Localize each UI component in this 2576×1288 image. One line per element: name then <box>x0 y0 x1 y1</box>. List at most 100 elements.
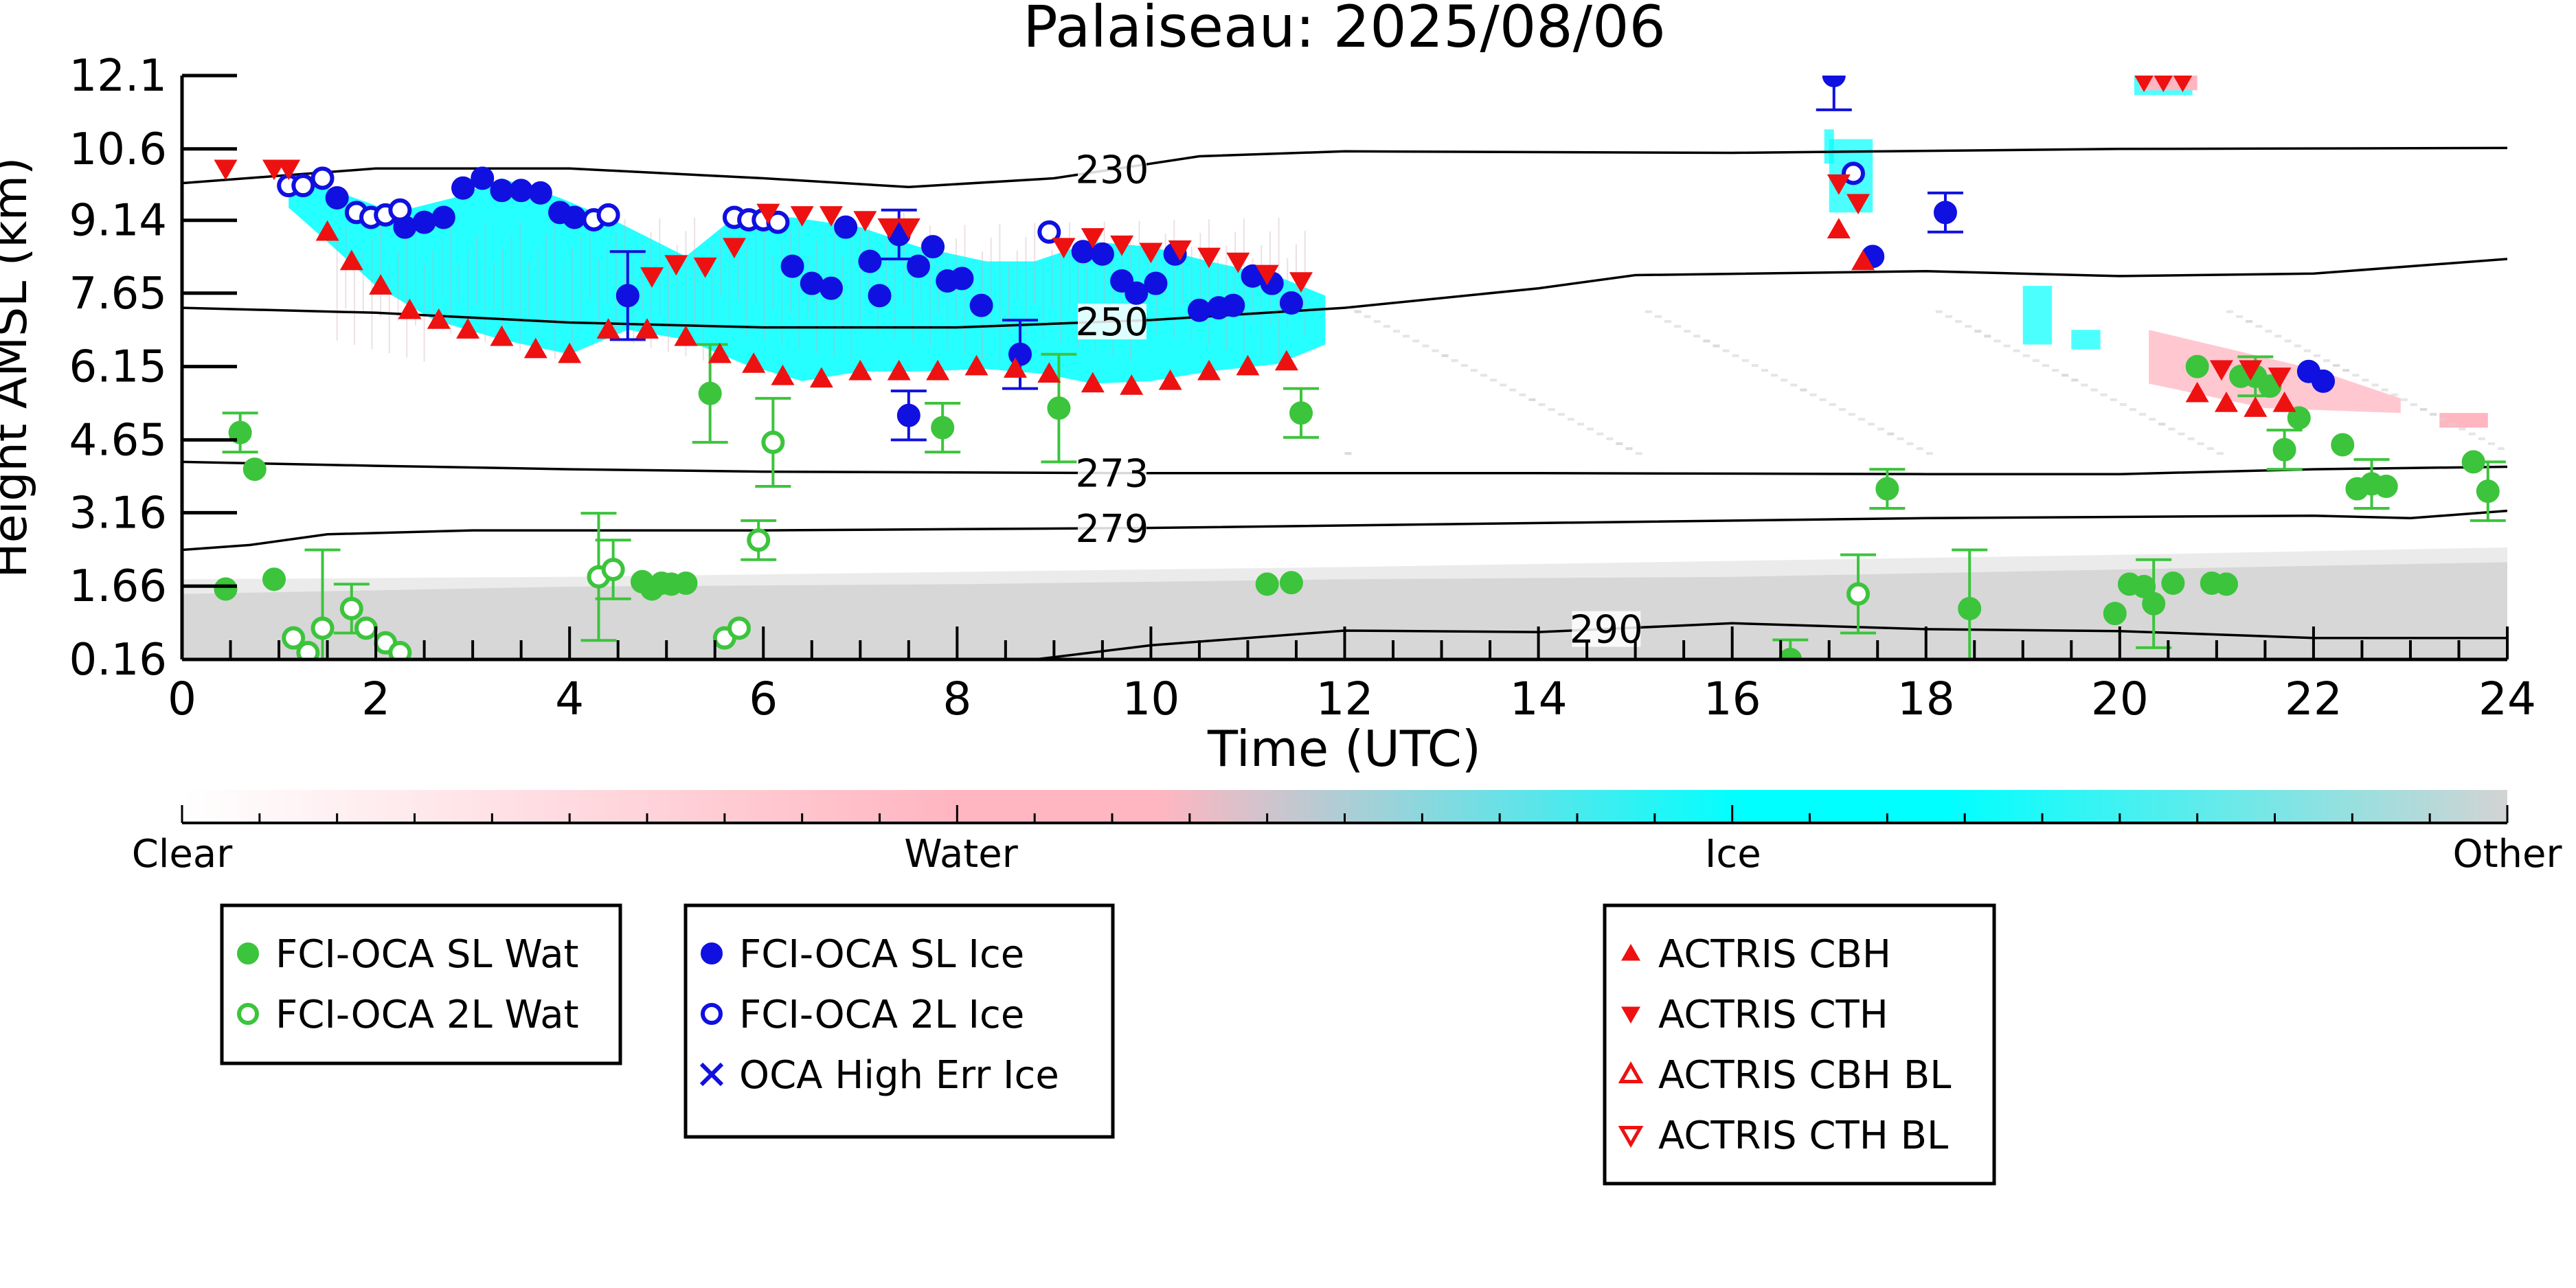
legend-label: FCI-OCA SL Ice <box>739 932 1024 977</box>
colorbar-label: Other <box>2452 832 2562 877</box>
data-point <box>296 641 320 659</box>
series-fci-oca-2l-wat <box>282 396 1877 659</box>
data-point <box>1037 362 1061 383</box>
data-point <box>896 218 920 239</box>
isotherm-label: 279 <box>1076 507 1149 552</box>
data-point <box>2272 391 2296 412</box>
data-point <box>1158 369 1182 390</box>
data-point <box>1037 220 1061 244</box>
data-point <box>1274 350 1298 371</box>
data-point <box>354 616 378 640</box>
x-tick-label: 18 <box>1897 673 1955 725</box>
isotherm-line <box>182 146 2507 189</box>
data-point <box>388 641 412 659</box>
data-point <box>756 203 780 225</box>
x-tick-label: 6 <box>749 673 778 725</box>
data-point <box>2244 396 2268 417</box>
data-point <box>674 571 698 595</box>
series-fci-oca-sl-ice <box>325 76 2336 442</box>
legend-label: ACTRIS CTH <box>1658 993 1888 1037</box>
data-point <box>456 318 480 339</box>
data-point <box>790 206 814 227</box>
data-point <box>1120 374 1144 395</box>
data-point <box>1841 161 1865 185</box>
data-point <box>1008 342 1032 366</box>
y-tick-label: 10.6 <box>69 124 168 175</box>
cloud-mask-layer <box>182 76 2507 659</box>
data-point <box>1255 264 1279 286</box>
data-point <box>388 198 412 222</box>
data-point <box>1226 252 1250 273</box>
series-layer <box>214 76 2506 659</box>
data-point <box>615 284 640 308</box>
data-point <box>819 206 843 227</box>
data-point <box>490 325 514 346</box>
data-point <box>698 381 722 405</box>
colorbar: Clear Water Ice Other <box>132 790 2562 877</box>
data-point <box>722 238 746 259</box>
data-point <box>906 254 930 278</box>
legend-marker <box>237 1003 259 1025</box>
data-point <box>1851 249 1875 271</box>
legend-label: ACTRIS CTH BL <box>1658 1114 1948 1158</box>
legend-marker <box>1621 944 1640 961</box>
data-point <box>931 416 955 440</box>
data-point <box>2214 391 2238 412</box>
data-point <box>800 271 824 295</box>
data-point <box>1081 372 1105 393</box>
data-point <box>310 166 335 190</box>
legend-marker <box>1621 1006 1640 1024</box>
data-point <box>1933 201 1957 225</box>
data-point <box>674 325 698 346</box>
legend-frame <box>683 903 1115 1139</box>
data-point <box>742 352 766 373</box>
y-tick-label: 12.1 <box>69 51 168 102</box>
legend-marker <box>699 1062 724 1087</box>
x-tick-label: 4 <box>555 673 584 725</box>
data-point <box>2142 591 2166 615</box>
data-point <box>1197 359 1221 381</box>
legend-frame <box>1603 903 1996 1186</box>
data-point <box>921 235 945 259</box>
cloud-mask-texture <box>336 212 1306 364</box>
isotherm-layer: 230 250 273 279 290 <box>182 146 2507 659</box>
cloud-mask-ice <box>2022 286 2053 345</box>
y-tick-label: 4.65 <box>69 415 168 466</box>
data-point <box>727 616 751 640</box>
data-point <box>1125 281 1149 305</box>
legend-marker <box>1618 1061 1644 1083</box>
data-point <box>2214 572 2238 596</box>
data-point <box>291 174 315 198</box>
data-point <box>558 342 582 363</box>
data-point <box>2476 479 2500 504</box>
cloud-mask-water <box>2439 413 2488 428</box>
y-tick-label: 6.15 <box>69 342 168 393</box>
data-point <box>969 293 993 317</box>
data-point <box>708 342 732 363</box>
x-tick-label: 12 <box>1316 673 1374 725</box>
data-point <box>926 359 950 381</box>
x-axis-label: Time (UTC) <box>1207 720 1481 778</box>
data-point <box>2134 76 2154 93</box>
data-point <box>2103 602 2127 626</box>
y-tick-label: 7.65 <box>69 269 168 319</box>
data-point <box>2209 360 2233 381</box>
data-point <box>431 205 455 229</box>
data-point <box>528 181 552 205</box>
data-point <box>214 159 238 181</box>
data-point <box>964 354 988 376</box>
isotherm-line <box>1034 622 2507 659</box>
data-point <box>950 267 974 291</box>
data-point <box>1279 291 1303 315</box>
data-point <box>1168 240 1192 261</box>
series-actris-cbh <box>315 218 2296 417</box>
x-tick-label: 22 <box>2285 673 2342 725</box>
data-point <box>2268 368 2292 388</box>
data-point <box>1255 572 1279 596</box>
data-point <box>1047 396 1071 420</box>
data-point <box>868 284 892 308</box>
data-point <box>747 528 771 552</box>
data-point <box>693 257 717 278</box>
data-point <box>1846 194 1871 215</box>
